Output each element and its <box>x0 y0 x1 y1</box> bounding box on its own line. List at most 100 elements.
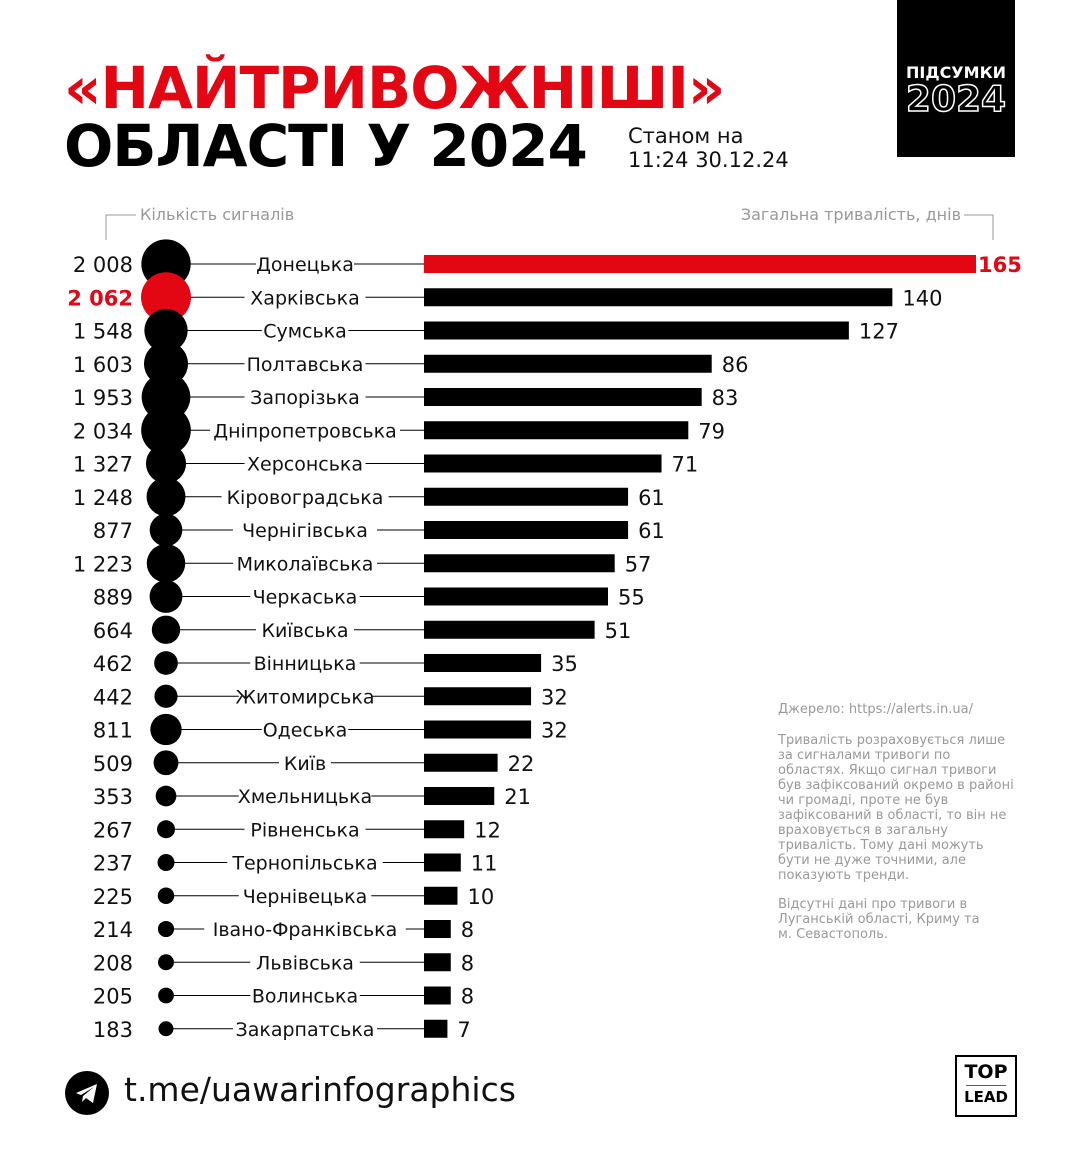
duration-bar <box>424 886 458 905</box>
label-background <box>261 717 349 742</box>
duration-label: 61 <box>638 486 665 510</box>
signal-count: 183 <box>93 1018 133 1042</box>
signal-count: 2 008 <box>73 253 133 277</box>
label-background <box>233 551 377 576</box>
region-label: Житомирська <box>235 686 374 708</box>
duration-bar <box>424 853 461 872</box>
duration-bar <box>424 986 451 1005</box>
left-label-bracket <box>105 214 136 240</box>
label-background <box>279 750 331 775</box>
missing-data-note: Відсутні дані про тривоги в Луганській о… <box>778 897 980 942</box>
title-line-2: ОБЛАСТІ У 2024 <box>64 112 588 180</box>
duration-bar <box>424 554 615 573</box>
signal-circle <box>149 513 183 547</box>
label-background <box>244 451 366 476</box>
signal-count: 1 603 <box>73 353 133 377</box>
label-background <box>233 518 377 542</box>
label-background <box>244 817 366 842</box>
duration-label: 165 <box>978 253 1022 277</box>
region-label: Черкаська <box>253 587 358 609</box>
signal-circle <box>144 308 188 353</box>
signal-count: 664 <box>93 619 133 643</box>
label-background <box>238 883 372 908</box>
signal-count: 877 <box>93 519 133 543</box>
duration-bar <box>424 787 495 805</box>
duration-label: 32 <box>541 685 568 709</box>
left-axis-label: Кількість сигналів <box>140 205 294 224</box>
signal-count: 208 <box>93 951 133 975</box>
region-label: Полтавська <box>247 354 364 376</box>
region-label: Львівська <box>256 952 354 974</box>
region-label: Кіровоградська <box>227 487 384 509</box>
methodology-note: Тривалість розраховується лише за сигнал… <box>778 733 1014 883</box>
signal-count: 1 248 <box>73 486 133 510</box>
signal-count: 1 223 <box>73 552 133 576</box>
signal-circle <box>158 954 174 971</box>
toplead-logo: TOP LEAD <box>955 1055 1017 1117</box>
region-label: Миколаївська <box>237 553 374 575</box>
label-background <box>204 917 406 941</box>
as-of-label: Станом на <box>628 124 744 148</box>
duration-bar <box>424 920 451 938</box>
duration-label: 8 <box>461 985 474 1009</box>
signal-count: 205 <box>93 985 133 1009</box>
signal-circle <box>158 1021 174 1037</box>
duration-bar <box>424 521 629 539</box>
duration-bar <box>424 1019 448 1038</box>
signal-circle <box>157 820 175 839</box>
signal-count: 889 <box>93 586 133 610</box>
right-label-bracket <box>964 214 994 240</box>
duration-label: 140 <box>902 286 942 310</box>
signal-count: 811 <box>93 719 133 743</box>
region-label: Вінницька <box>254 653 357 675</box>
duration-label: 22 <box>508 752 535 776</box>
signal-count: 237 <box>93 852 133 876</box>
title-line-1: «НАЙТРИВОЖНІШІ» <box>64 54 725 122</box>
region-label: Волинська <box>252 986 358 1008</box>
duration-label: 10 <box>467 885 494 909</box>
duration-bar <box>424 820 465 839</box>
duration-bar <box>424 953 451 972</box>
signal-count: 1 953 <box>73 386 133 410</box>
duration-label: 11 <box>471 852 498 876</box>
duration-bar <box>424 753 498 772</box>
region-label: Одеська <box>263 720 348 742</box>
duration-bar <box>424 354 712 373</box>
telegram-link[interactable]: t.me/uawarinfographics <box>124 1070 516 1109</box>
duration-bar <box>424 288 893 307</box>
region-label: Київська <box>261 620 348 642</box>
label-background <box>210 418 400 443</box>
signal-circle <box>141 405 191 456</box>
signal-circle <box>150 713 182 746</box>
duration-label: 21 <box>504 785 531 809</box>
label-background <box>244 385 366 409</box>
label-background <box>261 318 349 343</box>
region-label: Дніпропетровська <box>213 420 396 442</box>
duration-label: 7 <box>457 1018 470 1042</box>
chart: Кількість сигналів Загальна тривалість, … <box>67 205 1022 1042</box>
label-background <box>250 983 360 1008</box>
signal-count: 353 <box>93 785 133 809</box>
signal-circle <box>157 887 175 905</box>
telegram-icon[interactable] <box>65 1071 109 1115</box>
label-background <box>250 651 360 675</box>
label-background <box>221 484 389 509</box>
signal-count: 2 062 <box>67 286 133 310</box>
label-background <box>244 351 366 376</box>
signal-circle <box>157 854 175 871</box>
signal-count: 442 <box>93 685 133 709</box>
region-label: Харківська <box>250 287 359 309</box>
region-label: Донецька <box>256 254 354 276</box>
duration-bar <box>424 454 662 473</box>
region-label: Київ <box>284 753 326 775</box>
badge-year: 2024 <box>905 79 1007 120</box>
region-label: Чернігівська <box>242 520 368 542</box>
duration-label: 8 <box>461 918 474 942</box>
duration-bar <box>424 687 532 706</box>
duration-label: 55 <box>618 586 645 610</box>
label-background <box>238 784 372 808</box>
label-background <box>250 950 360 975</box>
duration-bar <box>424 255 976 273</box>
duration-bar <box>424 654 542 672</box>
signal-circle <box>141 272 191 323</box>
